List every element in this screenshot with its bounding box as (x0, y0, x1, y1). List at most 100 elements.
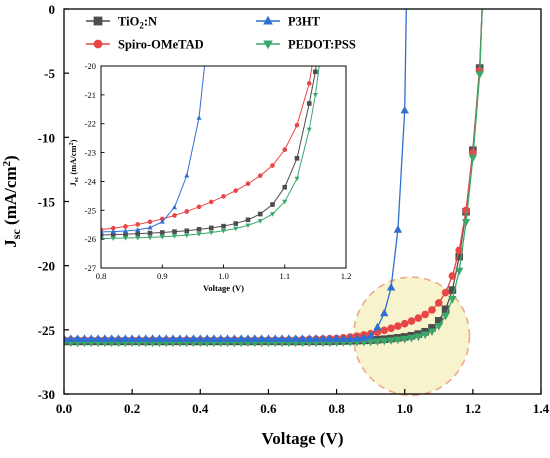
data-point (66, 334, 75, 342)
x-tick-label: 0.4 (192, 401, 209, 416)
legend-label: PEDOT:PSS (288, 38, 356, 52)
data-point (434, 317, 443, 325)
data-point (455, 267, 464, 276)
inset-y-tick-label: -23 (85, 148, 96, 158)
data-point (114, 334, 123, 342)
inset-data-point (184, 172, 190, 178)
data-point (73, 334, 82, 342)
data-point (230, 334, 239, 342)
inset-data-point (208, 225, 214, 231)
y-tick-label: -30 (38, 387, 55, 402)
inset-data-point (196, 115, 202, 120)
data-point (250, 334, 259, 342)
inset-data-point (306, 101, 312, 106)
x-tick-label: 1.0 (397, 401, 413, 416)
inset-data-point (245, 181, 251, 187)
data-point (428, 324, 436, 332)
legend-marker (93, 16, 103, 26)
inset-x-tick-label: 1.0 (218, 271, 229, 281)
legend-marker (263, 15, 273, 25)
data-point (414, 333, 423, 342)
inset-background (101, 66, 346, 268)
y-tick-label: -10 (38, 130, 55, 145)
data-point (414, 314, 423, 322)
data-point (400, 105, 409, 114)
data-point (162, 334, 171, 342)
inset-data-point (122, 236, 129, 241)
inset-data-point (294, 156, 300, 161)
inset-data-point (147, 230, 153, 236)
y-tick-label: -5 (44, 66, 55, 81)
data-point (455, 246, 464, 255)
data-point (80, 334, 89, 342)
data-point (291, 334, 300, 342)
data-point (373, 338, 382, 346)
inset-data-point (196, 232, 202, 237)
data-point (264, 334, 273, 342)
inset-data-point (101, 232, 104, 238)
inset-x-tick-label: 1.2 (341, 271, 352, 281)
inset-data-point (135, 235, 141, 241)
data-point (141, 334, 150, 342)
inset-data-point (159, 219, 165, 224)
data-point (64, 334, 69, 342)
inset-data-point (171, 204, 178, 210)
data-point (380, 337, 389, 346)
data-point (93, 334, 103, 342)
inset-data-point (282, 199, 288, 205)
legend-label: P3HT (288, 15, 321, 29)
y-tick-label: 0 (49, 2, 56, 17)
data-point (420, 331, 430, 340)
inset-data-point (184, 233, 190, 238)
data-point (189, 334, 198, 342)
inset-data-point (147, 235, 153, 241)
data-point (148, 334, 157, 342)
data-point (100, 334, 110, 342)
inset-data-point (135, 227, 141, 232)
data-point (475, 71, 484, 80)
inset-data-point (312, 93, 318, 98)
inset-data-point (313, 69, 318, 75)
main-plot: 0.0 0.2 0.4 0.6 0.8 1.0 1.2 1.4 0 -5 -10 -15 -20 -25 -… (1, 2, 550, 448)
data-point (380, 308, 389, 317)
inset-data-point (203, 57, 208, 62)
inset-data-point (101, 229, 104, 234)
inset-series-layer (101, 57, 320, 242)
inset-plot: 0.8 0.9 1.0 1.1 1.2 -20 -21 -22 -23 -24 -25 -26 -27 V… (68, 57, 352, 293)
data-point (387, 324, 395, 333)
inset-data-point (282, 147, 288, 152)
y-tick-label: -15 (38, 195, 56, 210)
legend-item: TiO2:N (86, 15, 157, 31)
data-point (339, 334, 348, 342)
data-point (352, 334, 362, 342)
data-point (462, 206, 470, 215)
legend-marker (263, 40, 273, 50)
data-point (421, 310, 429, 319)
data-point (216, 334, 225, 342)
data-point (107, 334, 116, 342)
inset-data-point (245, 217, 251, 223)
inset-data-point (159, 234, 165, 240)
data-point (407, 317, 416, 325)
inset-data-point (110, 232, 116, 237)
inset-data-point (257, 211, 263, 217)
inset-data-point (282, 184, 288, 190)
inset-data-point (171, 234, 178, 239)
inset-data-point (306, 81, 312, 86)
inset-data-point (220, 228, 227, 234)
data-point (223, 334, 232, 342)
data-point (271, 334, 280, 342)
data-point (168, 334, 178, 342)
y-tick-label: -25 (38, 323, 56, 338)
data-point (325, 334, 334, 342)
x-tick-label: 1.4 (533, 401, 550, 416)
data-point (455, 252, 464, 261)
data-point (257, 334, 266, 342)
inset-y-tick-label: -25 (85, 205, 96, 215)
data-point (468, 154, 478, 163)
data-point (175, 334, 185, 342)
inset-data-point (110, 236, 116, 242)
inset-x-tick-label: 1.1 (279, 271, 290, 281)
inset-data-point (257, 173, 263, 178)
